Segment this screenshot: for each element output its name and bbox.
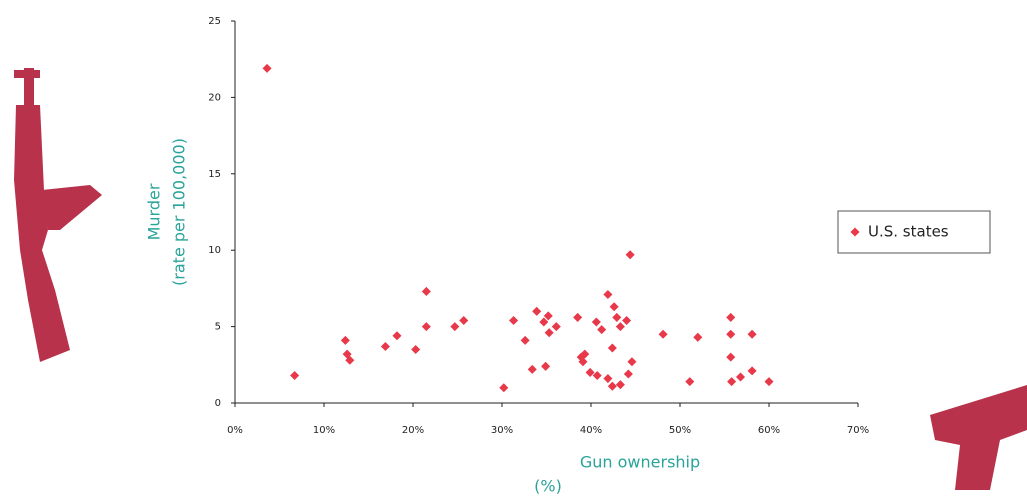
x-tick-label: 30% — [491, 425, 513, 436]
data-point — [290, 370, 300, 381]
data-point — [509, 315, 519, 326]
data-point — [578, 357, 588, 367]
y-tick-label: 25 — [208, 16, 221, 27]
data-point — [459, 315, 469, 326]
data-point — [623, 369, 633, 379]
data-point — [551, 322, 561, 332]
data-point — [539, 317, 549, 327]
data-point — [726, 312, 736, 322]
y-tick-label: 10 — [208, 245, 221, 256]
data-point — [747, 329, 757, 339]
data-point — [603, 289, 613, 300]
data-point — [625, 250, 635, 260]
data-point — [499, 383, 509, 393]
data-point — [340, 335, 350, 345]
data-point — [603, 374, 613, 384]
data-point — [380, 341, 390, 351]
rifle-icon — [14, 68, 102, 362]
data-point — [262, 63, 272, 73]
x-tick-label: 70% — [847, 425, 869, 436]
data-point — [615, 322, 625, 332]
data-point — [607, 343, 617, 353]
data-point — [747, 366, 757, 376]
y-tick-label: 15 — [208, 169, 221, 180]
data-point — [520, 335, 530, 345]
x-tick-label: 60% — [758, 425, 780, 436]
data-point — [450, 322, 460, 332]
x-tick-label: 0% — [227, 425, 243, 436]
pistol-icon — [930, 385, 1027, 490]
x-axis-unit: (%) — [534, 477, 562, 496]
data-point — [726, 329, 736, 339]
data-point — [764, 377, 774, 387]
legend-box — [837, 210, 991, 254]
data-point — [685, 377, 695, 387]
legend-label: U.S. states — [868, 223, 949, 241]
y-axis-unit: (rate per 100,000) — [170, 138, 189, 286]
data-point — [607, 381, 617, 391]
data-point — [735, 372, 746, 382]
data-point — [541, 361, 551, 371]
data-point — [544, 328, 554, 338]
x-tick-label: 10% — [313, 425, 335, 436]
data-point — [627, 357, 637, 367]
y-tick-label: 5 — [215, 322, 221, 333]
data-point — [421, 322, 431, 332]
data-point — [392, 331, 402, 341]
data-point — [573, 312, 583, 322]
data-point — [421, 286, 431, 296]
data-point — [411, 344, 421, 355]
data-point — [615, 380, 625, 390]
y-tick-label: 0 — [215, 398, 221, 409]
data-point — [727, 377, 737, 387]
x-axis-title: Gun ownership — [580, 453, 700, 472]
data-point — [592, 370, 602, 381]
data-point — [532, 306, 542, 316]
y-tick-label: 20 — [208, 92, 221, 103]
data-point — [612, 312, 622, 322]
y-axis-title: Murder — [145, 183, 164, 240]
data-point — [693, 332, 703, 342]
x-tick-label: 40% — [580, 425, 602, 436]
data-point — [609, 302, 619, 312]
data-point — [658, 329, 668, 339]
x-tick-label: 50% — [669, 425, 691, 436]
data-point — [622, 315, 632, 326]
data-point — [591, 317, 601, 327]
data-point — [543, 311, 553, 321]
data-point — [726, 352, 736, 362]
x-tick-label: 20% — [402, 425, 424, 436]
data-point — [597, 325, 607, 335]
data-point — [527, 364, 537, 374]
